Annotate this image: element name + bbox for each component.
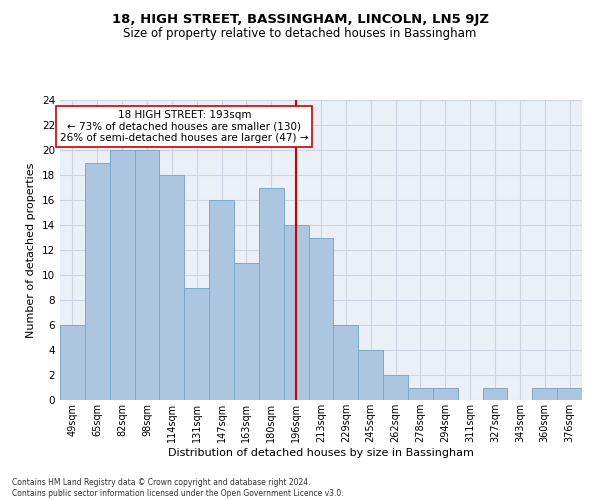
Bar	[284, 225, 308, 400]
Bar	[433, 388, 458, 400]
Text: 18, HIGH STREET, BASSINGHAM, LINCOLN, LN5 9JZ: 18, HIGH STREET, BASSINGHAM, LINCOLN, LN…	[112, 12, 488, 26]
Bar	[184, 288, 209, 400]
Bar	[134, 150, 160, 400]
Bar	[234, 262, 259, 400]
Bar	[160, 175, 184, 400]
Text: Contains HM Land Registry data © Crown copyright and database right 2024.
Contai: Contains HM Land Registry data © Crown c…	[12, 478, 344, 498]
Bar	[557, 388, 582, 400]
Bar	[532, 388, 557, 400]
Bar	[334, 325, 358, 400]
Bar	[60, 325, 85, 400]
Text: 18 HIGH STREET: 193sqm
← 73% of detached houses are smaller (130)
26% of semi-de: 18 HIGH STREET: 193sqm ← 73% of detached…	[60, 110, 308, 143]
Bar	[383, 375, 408, 400]
Bar	[85, 162, 110, 400]
Bar	[209, 200, 234, 400]
Bar	[259, 188, 284, 400]
Bar	[408, 388, 433, 400]
Text: Size of property relative to detached houses in Bassingham: Size of property relative to detached ho…	[124, 28, 476, 40]
Bar	[358, 350, 383, 400]
Bar	[482, 388, 508, 400]
Y-axis label: Number of detached properties: Number of detached properties	[26, 162, 37, 338]
Bar	[308, 238, 334, 400]
Bar	[110, 150, 134, 400]
X-axis label: Distribution of detached houses by size in Bassingham: Distribution of detached houses by size …	[168, 448, 474, 458]
